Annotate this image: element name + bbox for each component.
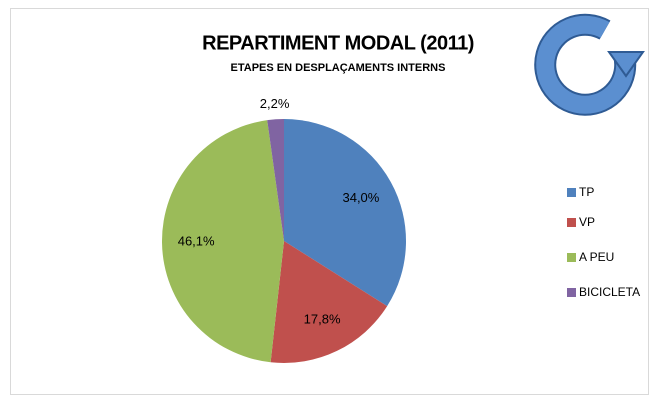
legend-label: BICICLETA [579, 285, 640, 299]
legend-label: A PEU [579, 250, 614, 264]
pie-slice [161, 120, 284, 363]
legend-swatch [567, 188, 576, 197]
refresh-icon [534, 13, 645, 116]
legend-swatch [567, 288, 576, 297]
chart-subtitle: ETAPES EN DESPLAÇAMENTS INTERNS [231, 62, 446, 74]
legend-swatch [567, 218, 576, 227]
data-label: 2,2% [260, 96, 290, 111]
legend-label: TP [579, 185, 594, 199]
data-label: 17,8% [304, 312, 341, 327]
data-label: 34,0% [342, 190, 379, 205]
legend-label: VP [579, 215, 595, 229]
chart-title: REPARTIMENT MODAL (2011) [202, 32, 474, 54]
data-label: 46,1% [178, 234, 215, 249]
pie-slice [284, 119, 406, 307]
pie-slice [267, 119, 284, 241]
legend-swatch [567, 253, 576, 262]
pie-slice [270, 241, 388, 363]
